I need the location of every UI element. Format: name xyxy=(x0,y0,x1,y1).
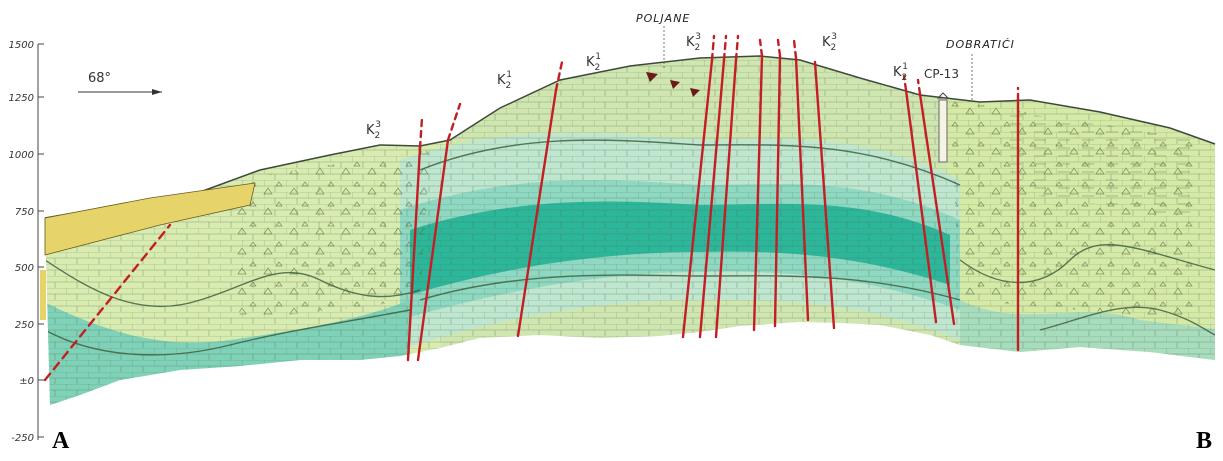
elevation-axis: 1500 1250 1000 750 500 250 ±0 -250 xyxy=(9,40,44,444)
place-labels: POLJANE DOBRATIĆI CP-13 xyxy=(636,12,1015,102)
flysch-right xyxy=(1000,110,1200,220)
place-label-poljane: POLJANE xyxy=(636,12,690,25)
orientation-label: 68° xyxy=(88,71,111,86)
unit-label: K23 xyxy=(686,32,701,53)
breccia-left xyxy=(230,150,430,320)
tick-label: ±0 xyxy=(19,376,34,387)
quaternary-cover xyxy=(44,182,256,256)
borehole-label: CP-13 xyxy=(924,67,959,81)
place-label-dobratici: DOBRATIĆI xyxy=(946,38,1015,51)
fault-line xyxy=(698,58,726,339)
tick-label: 750 xyxy=(15,207,34,218)
fault-line xyxy=(752,54,764,332)
tick-label: -250 xyxy=(11,433,34,444)
tick-label: 250 xyxy=(15,320,34,331)
orientation-indicator: 68° xyxy=(78,71,162,95)
endpoint-b: B xyxy=(1196,428,1212,454)
fault-line xyxy=(918,92,956,326)
fault-line xyxy=(904,88,938,324)
unit-labels: K23 K21 K21 K23 K23 K21 xyxy=(366,32,908,141)
topographic-surface xyxy=(44,55,1216,219)
unit-label: K21 xyxy=(893,62,908,83)
fault-line xyxy=(43,223,172,382)
fold-lines xyxy=(45,139,1215,356)
fault-extensions xyxy=(418,34,1020,150)
fault-line xyxy=(406,146,422,362)
fault-lines xyxy=(43,54,1020,382)
fault-line xyxy=(714,58,738,339)
tick-label: 1500 xyxy=(9,40,34,51)
unit-label: K21 xyxy=(586,52,601,73)
borehole-cp13 xyxy=(936,92,950,163)
unit-label: K23 xyxy=(366,120,381,141)
tick-label: 1250 xyxy=(9,93,34,104)
fault-line xyxy=(516,88,558,338)
fault-line xyxy=(416,138,450,362)
tick-label: 1000 xyxy=(9,150,34,161)
fault-line xyxy=(794,56,810,322)
outcrop-markers xyxy=(646,72,700,97)
unit-label: K23 xyxy=(822,32,837,53)
endpoint-a: A xyxy=(52,428,70,454)
fault-line xyxy=(773,54,782,328)
tick-label: 500 xyxy=(15,263,34,274)
fault-line xyxy=(681,58,714,339)
unit-label: K21 xyxy=(497,70,512,91)
quaternary-strip xyxy=(40,270,46,320)
fault-line xyxy=(813,60,836,330)
